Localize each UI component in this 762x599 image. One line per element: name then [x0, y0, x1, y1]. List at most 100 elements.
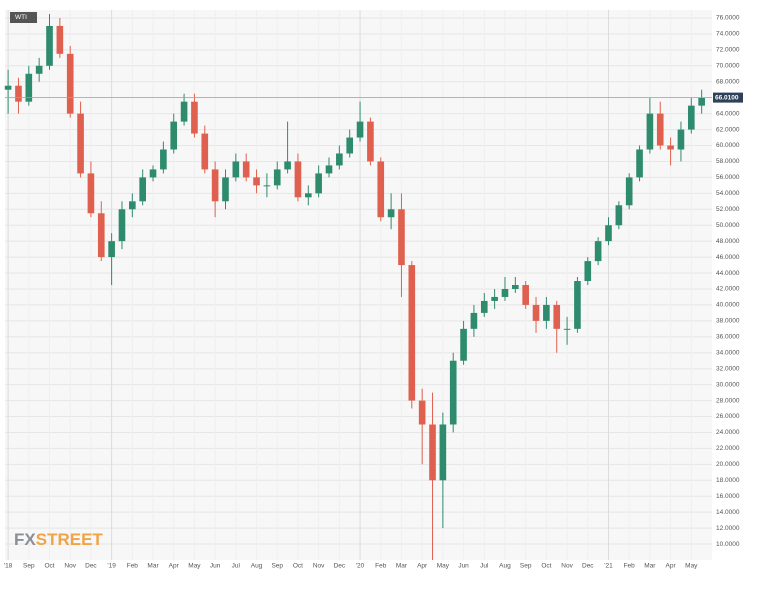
x-tick-label: '20: [356, 563, 365, 570]
candle-body: [211, 169, 219, 202]
candle-body: [97, 213, 105, 258]
y-tick-label: 18.0000: [716, 477, 740, 484]
candle-body: [294, 161, 302, 198]
y-tick-label: 50.0000: [716, 222, 740, 229]
y-tick-label: 44.0000: [716, 270, 740, 277]
candle-body: [263, 185, 271, 187]
candle-body: [543, 304, 550, 321]
y-tick-label: 24.0000: [716, 429, 740, 436]
candle-body: [377, 161, 385, 218]
x-tick-label: Jun: [458, 563, 469, 570]
y-tick-label: 40.0000: [716, 302, 740, 309]
x-tick-label: May: [188, 563, 201, 570]
candle-body: [25, 73, 33, 102]
x-tick-label: Jul: [480, 563, 489, 570]
candle-body: [222, 177, 229, 202]
watermark-street: STREET: [36, 530, 104, 549]
candle-body: [698, 97, 705, 106]
x-tick-label: Mar: [147, 563, 159, 570]
legend-label: WTI: [15, 14, 27, 21]
x-tick-label: Nov: [313, 563, 325, 570]
candle-body: [87, 173, 95, 214]
candle-body: [553, 304, 561, 329]
candle-body: [439, 424, 447, 481]
x-tick-label: Jul: [232, 563, 241, 570]
candle-body: [687, 105, 695, 130]
y-tick-label: 14.0000: [716, 509, 740, 516]
y-tick-label: 52.0000: [716, 206, 740, 213]
candle-body: [315, 173, 322, 194]
x-tick-label: Oct: [44, 563, 54, 570]
candle-body: [667, 145, 674, 150]
last-price-label: 66.0100: [715, 94, 739, 101]
candle-series: [4, 13, 705, 560]
candle-body: [77, 113, 84, 174]
candle-body: [563, 328, 571, 330]
candle-body: [594, 241, 602, 262]
candle-body: [470, 312, 478, 329]
x-tick-label: Oct: [541, 563, 551, 570]
y-tick-label: 12.0000: [716, 525, 740, 532]
y-tick-label: 26.0000: [716, 413, 740, 420]
x-tick-label: '21: [604, 563, 613, 570]
x-tick-label: Dec: [582, 563, 594, 570]
y-tick-label: 62.0000: [716, 126, 740, 133]
y-tick-label: 76.0000: [716, 15, 740, 22]
candle-body: [677, 129, 685, 150]
candle-body: [336, 153, 343, 166]
candle-body: [273, 169, 281, 186]
candle-body: [449, 360, 457, 425]
candle-body: [108, 241, 115, 258]
candle-body: [429, 424, 436, 481]
candle-body: [56, 25, 64, 54]
x-tick-label: Apr: [169, 563, 180, 570]
x-tick-label: Apr: [666, 563, 677, 570]
candle-body: [66, 53, 74, 114]
candle-body: [15, 85, 22, 102]
y-tick-label: 74.0000: [716, 31, 740, 38]
candle-body: [170, 121, 178, 150]
x-tick-label: Dec: [85, 563, 97, 570]
y-tick-label: 32.0000: [716, 365, 740, 372]
candle-body: [191, 101, 198, 134]
y-tick-label: 42.0000: [716, 286, 740, 293]
y-tick-label: 10.0000: [716, 541, 740, 548]
y-tick-label: 68.0000: [716, 78, 740, 85]
candle-body: [180, 101, 188, 122]
candle-body: [584, 261, 592, 282]
legend-box: [10, 12, 37, 23]
last-price-box: [713, 92, 743, 103]
x-tick-label: Dec: [334, 563, 346, 570]
candle-body: [356, 121, 364, 138]
candle-body: [242, 161, 250, 178]
candle-body: [139, 177, 146, 202]
x-tick-label: '19: [107, 563, 116, 570]
y-tick-label: 70.0000: [716, 63, 740, 70]
candle-body: [656, 113, 664, 146]
candle-body: [460, 328, 467, 361]
x-tick-label: May: [437, 563, 450, 570]
candle-body: [118, 209, 126, 242]
candle-body: [4, 85, 12, 90]
candle-body: [480, 300, 488, 313]
y-tick-label: 58.0000: [716, 158, 740, 165]
candle-body: [160, 149, 167, 170]
y-tick-label: 64.0000: [716, 110, 740, 117]
x-tick-label: Nov: [561, 563, 573, 570]
candle-body: [398, 209, 405, 266]
candle-body: [532, 304, 540, 321]
candle-body: [512, 285, 519, 289]
candle-body: [615, 205, 623, 226]
candle-body: [491, 296, 498, 301]
candle-body: [625, 177, 633, 206]
y-tick-label: 38.0000: [716, 318, 740, 325]
x-tick-label: Apr: [417, 563, 428, 570]
y-tick-label: 56.0000: [716, 174, 740, 181]
candle-body: [304, 193, 312, 198]
candle-body: [46, 25, 53, 66]
y-tick-label: 72.0000: [716, 47, 740, 54]
x-tick-label: May: [685, 563, 698, 570]
x-tick-label: Sep: [271, 563, 283, 570]
candle-body: [574, 281, 581, 329]
